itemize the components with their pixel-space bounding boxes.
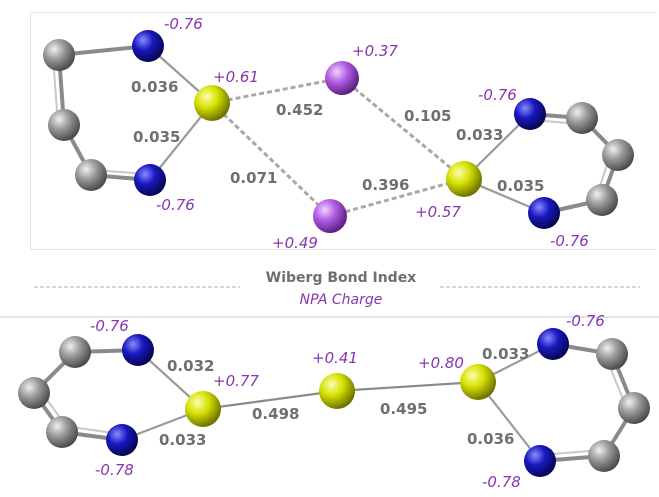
carbon-atom bbox=[588, 440, 620, 472]
nitrogen-atom bbox=[106, 424, 138, 456]
bond-index-label: 0.036 bbox=[467, 430, 514, 448]
charge-label: +0.49 bbox=[272, 234, 318, 252]
bond-index-label: 0.071 bbox=[230, 169, 277, 187]
charge-label: -0.76 bbox=[164, 15, 203, 33]
top-dashed-bonds bbox=[210, 76, 465, 218]
bond-index-label: 0.032 bbox=[167, 357, 214, 375]
charge-label: -0.76 bbox=[566, 312, 605, 330]
carbon-atom bbox=[59, 336, 91, 368]
bond-index-label: 0.036 bbox=[131, 78, 178, 96]
carbon-atom bbox=[566, 102, 598, 134]
charge-label: -0.76 bbox=[550, 232, 589, 250]
charge-label: +0.37 bbox=[352, 42, 398, 60]
carbon-atom bbox=[48, 109, 80, 141]
charge-label: -0.76 bbox=[156, 196, 195, 214]
bond-index-label: 0.105 bbox=[404, 107, 451, 125]
iodine-atom bbox=[313, 199, 347, 233]
sulfur-atom bbox=[460, 364, 496, 400]
top-panel-frame bbox=[30, 12, 657, 250]
legend: Wiberg Bond Index NPA Charge bbox=[0, 270, 659, 318]
carbon-atom bbox=[75, 159, 107, 191]
nitrogen-atom bbox=[528, 197, 560, 229]
legend-title: Wiberg Bond Index bbox=[266, 270, 416, 286]
charge-label: +0.61 bbox=[213, 68, 259, 86]
carbon-atom bbox=[596, 338, 628, 370]
carbon-atom bbox=[46, 416, 78, 448]
charge-label: +0.41 bbox=[312, 349, 358, 367]
nitrogen-atom bbox=[132, 30, 164, 62]
charge-label: -0.78 bbox=[95, 461, 134, 479]
nitrogen-atom bbox=[514, 98, 546, 130]
bond-index-label: 0.033 bbox=[482, 345, 529, 363]
bond-index-label: 0.452 bbox=[276, 101, 323, 119]
nitrogen-atom bbox=[537, 328, 569, 360]
charge-label: +0.77 bbox=[213, 372, 259, 390]
bond-index-label: 0.033 bbox=[159, 431, 206, 449]
bond-index-label: 0.033 bbox=[456, 126, 503, 144]
sulfur-atom bbox=[194, 85, 230, 121]
bond-index-label: 0.035 bbox=[133, 128, 180, 146]
charge-label: +0.80 bbox=[418, 354, 464, 372]
bond-index-label: 0.495 bbox=[380, 400, 427, 418]
legend-subtitle: NPA Charge bbox=[300, 292, 383, 308]
carbon-atom bbox=[618, 392, 650, 424]
charge-label: +0.57 bbox=[415, 203, 461, 221]
charge-label: -0.76 bbox=[478, 86, 517, 104]
nitrogen-atom bbox=[134, 164, 166, 196]
top-complex: 0.036 0.035 0.452 0.071 0.105 0.396 0.03… bbox=[43, 15, 634, 252]
sulfur-atom bbox=[319, 373, 355, 409]
carbon-atom bbox=[43, 39, 75, 71]
bond-index-label: 0.498 bbox=[252, 405, 299, 423]
carbon-atom bbox=[586, 184, 618, 216]
carbon-atom bbox=[18, 377, 50, 409]
bond-index-label: 0.035 bbox=[497, 177, 544, 195]
bottom-complex: 0.032 0.033 0.498 0.495 0.033 0.036 -0.7… bbox=[18, 312, 650, 491]
carbon-atom bbox=[602, 139, 634, 171]
sulfur-atom bbox=[446, 161, 482, 197]
bond-index-label: 0.396 bbox=[362, 176, 409, 194]
charge-label: -0.76 bbox=[90, 317, 129, 335]
charge-label: -0.78 bbox=[482, 473, 521, 491]
bottom-ss-bonds bbox=[202, 380, 479, 411]
sulfur-atom bbox=[185, 391, 221, 427]
iodine-atom bbox=[325, 61, 359, 95]
nitrogen-atom bbox=[524, 445, 556, 477]
nitrogen-atom bbox=[122, 334, 154, 366]
